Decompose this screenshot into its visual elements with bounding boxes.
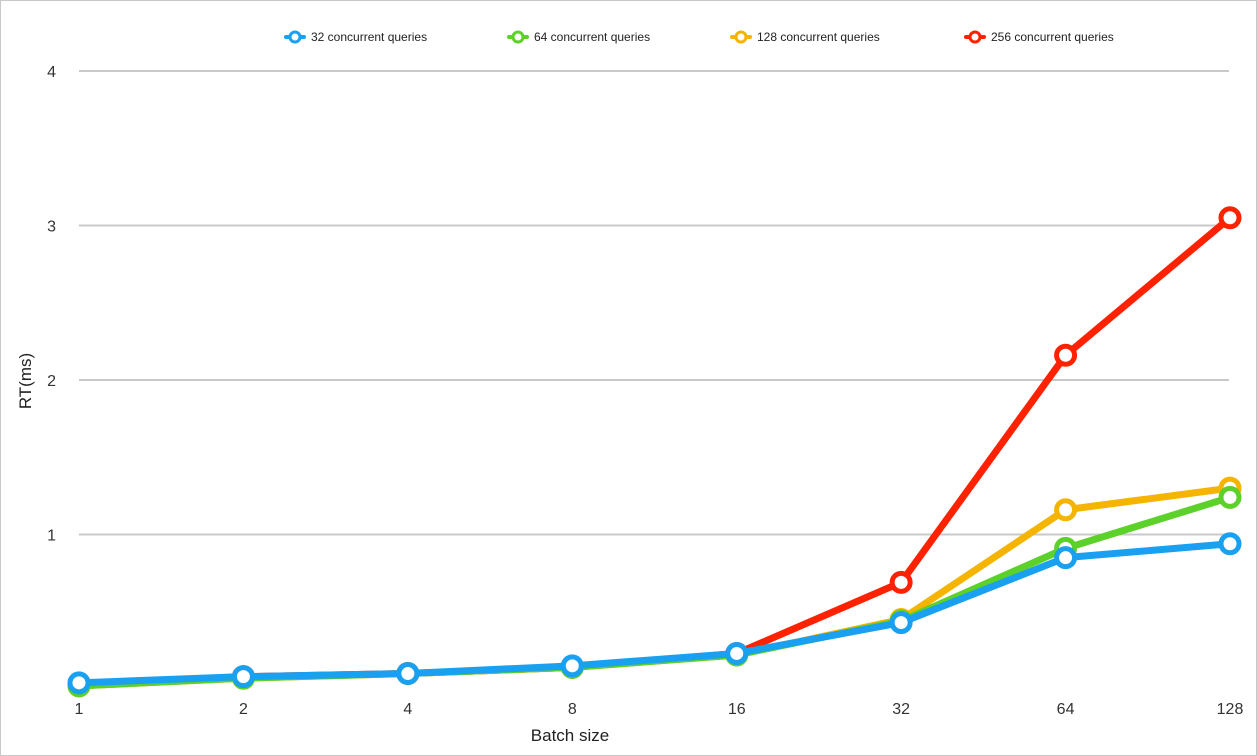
y-tick-label: 3	[47, 219, 56, 236]
y-tick-label: 4	[47, 64, 56, 81]
x-axis-title: Batch size	[531, 726, 609, 745]
legend-item: 128 concurrent queries	[730, 30, 880, 44]
x-tick-labels: 1 2 4 8 16 32 64 128	[75, 701, 1244, 718]
x-tick-label: 32	[892, 701, 910, 718]
x-tick-label: 128	[1217, 701, 1244, 718]
legend: 32 concurrent queries 64 concurrent queri…	[284, 30, 1114, 44]
x-tick-label: 8	[568, 701, 577, 718]
data-point	[231, 665, 255, 689]
legend-item: 256 concurrent queries	[964, 30, 1114, 44]
series-3	[67, 532, 1242, 695]
y-tick-label: 2	[47, 373, 56, 390]
data-point	[1218, 206, 1242, 230]
series-line	[75, 214, 1234, 688]
data-point	[1054, 343, 1078, 367]
legend-label: 64 concurrent queries	[534, 30, 650, 44]
x-tick-label: 16	[728, 701, 746, 718]
y-tick-labels: 1 2 3 4	[47, 64, 56, 545]
data-point	[725, 641, 749, 665]
x-tick-label: 1	[75, 701, 84, 718]
data-point	[67, 671, 91, 695]
legend-label: 256 concurrent queries	[991, 30, 1114, 44]
x-tick-label: 2	[239, 701, 248, 718]
legend-item: 64 concurrent queries	[507, 30, 650, 44]
data-point	[1054, 498, 1078, 522]
legend-label: 32 concurrent queries	[311, 30, 427, 44]
data-point	[1218, 532, 1242, 556]
legend-item: 32 concurrent queries	[284, 30, 427, 44]
data-point	[1054, 546, 1078, 570]
series-line	[75, 540, 1234, 687]
grid-lines	[79, 70, 1229, 536]
series-lines	[67, 206, 1242, 698]
data-point	[1218, 485, 1242, 509]
series-0	[67, 206, 1242, 696]
data-point	[889, 570, 913, 594]
x-tick-label: 4	[403, 701, 412, 718]
data-point	[889, 611, 913, 635]
legend-swatch-marker	[511, 30, 525, 44]
data-point	[560, 654, 584, 678]
legend-swatch-marker	[734, 30, 748, 44]
y-tick-label: 1	[47, 528, 56, 545]
data-point	[396, 662, 420, 686]
legend-swatch-marker	[288, 30, 302, 44]
legend-label: 128 concurrent queries	[757, 30, 880, 44]
y-axis-title: RT(ms)	[16, 353, 35, 409]
x-tick-label: 64	[1057, 701, 1075, 718]
legend-swatch-marker	[968, 30, 982, 44]
